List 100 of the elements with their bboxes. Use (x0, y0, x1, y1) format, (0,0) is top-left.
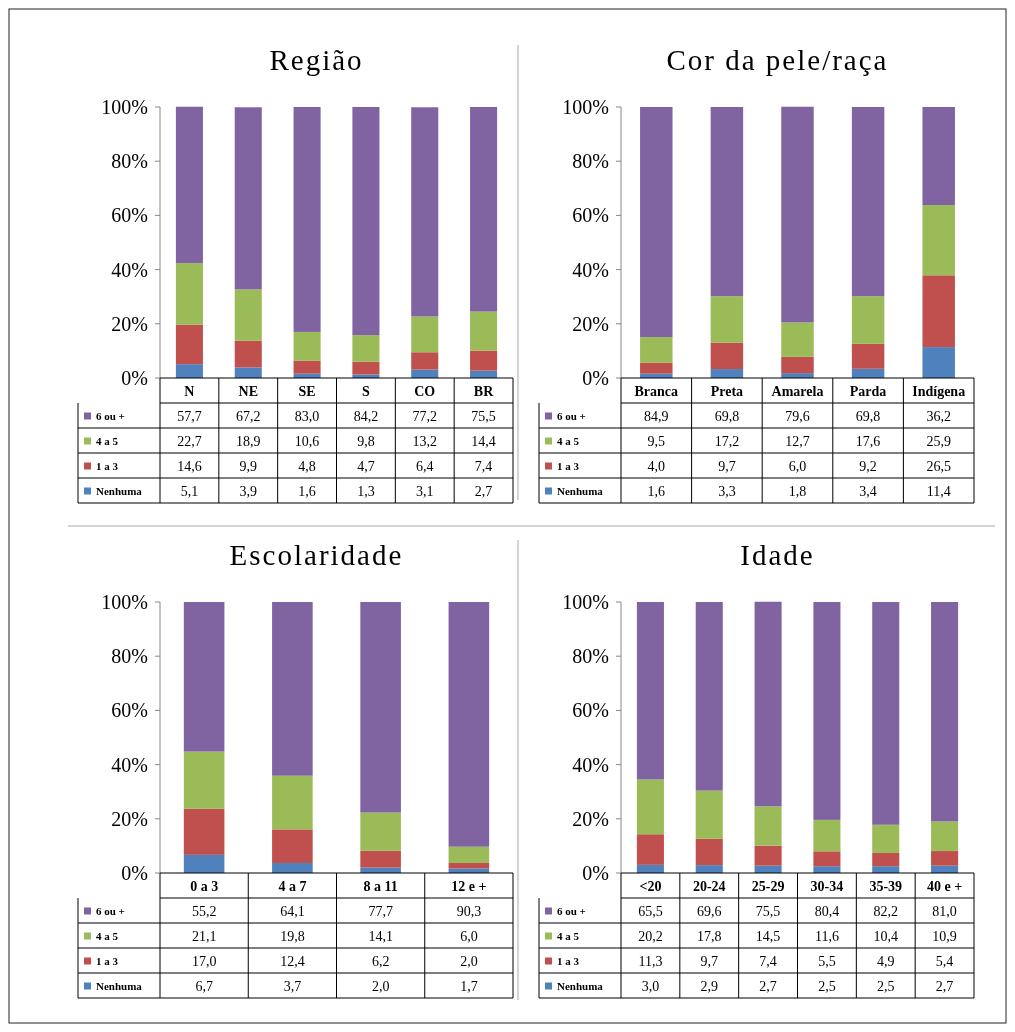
data-label: 14,6 (177, 458, 202, 474)
x-tick-label: 35-39 (869, 879, 903, 894)
data-label: 2,7 (935, 978, 954, 994)
y-tick-label: 80% (572, 150, 609, 173)
legend-label: 6 ou + (557, 904, 586, 917)
data-label: 7,4 (759, 953, 777, 969)
data-label: 14,5 (755, 928, 781, 944)
data-label: 11,6 (814, 928, 839, 944)
x-tick-label: 4 a 7 (278, 879, 307, 894)
bar (234, 367, 262, 378)
data-label: 81,0 (932, 903, 957, 919)
data-label: 17,2 (714, 433, 740, 449)
data-label: 55,2 (191, 903, 217, 919)
legend-label: 4 a 5 (96, 929, 119, 942)
data-label: 17,6 (855, 433, 881, 449)
x-tick-label: S (362, 384, 371, 399)
y-tick-label: 20% (111, 312, 148, 335)
data-label: 25,9 (926, 433, 951, 449)
x-tick-label: NE (238, 384, 258, 399)
bar (781, 106, 814, 323)
data-label: 2,0 (371, 978, 390, 994)
bar (470, 107, 498, 312)
legend-label: 1 a 3 (96, 459, 119, 472)
data-label: 67,2 (236, 408, 261, 424)
y-tick-label: 20% (572, 312, 609, 335)
y-tick-label: 60% (572, 699, 609, 722)
legend-label: 1 a 3 (557, 954, 580, 967)
data-label: 5,5 (818, 953, 836, 969)
chart-title: Região (269, 44, 364, 76)
bar (640, 362, 673, 374)
x-tick-label: Parda (849, 384, 887, 399)
data-label: 1,6 (298, 483, 316, 499)
data-label: 2,9 (700, 978, 718, 994)
data-label: 14,4 (471, 433, 496, 449)
data-label: 57,7 (177, 408, 202, 424)
bar (448, 602, 490, 847)
bar (695, 790, 723, 839)
data-label: 77,2 (412, 408, 437, 424)
data-label: 17,8 (697, 928, 722, 944)
data-label: 10,9 (932, 928, 957, 944)
data-label: 18,9 (236, 433, 261, 449)
legend-label: 4 a 5 (557, 929, 580, 942)
data-label: 2,5 (818, 978, 836, 994)
data-label: 84,9 (644, 408, 669, 424)
bar (781, 322, 814, 357)
bar (813, 819, 841, 852)
data-label: 82,2 (873, 903, 898, 919)
legend-label: 4 a 5 (96, 434, 119, 447)
y-tick-label: 80% (111, 150, 148, 173)
bar (411, 316, 439, 353)
data-label: 1,3 (357, 483, 375, 499)
x-tick-label: 30-34 (810, 879, 844, 894)
bar (931, 821, 959, 852)
data-label: 6,7 (195, 978, 213, 994)
bar (851, 107, 885, 297)
bar (175, 263, 203, 325)
data-label: 12,7 (785, 433, 810, 449)
bar (411, 107, 439, 317)
x-tick-label: 0 a 3 (190, 879, 219, 894)
data-label: 65,5 (638, 903, 663, 919)
y-tick-label: 80% (111, 645, 148, 668)
data-label: 13,2 (412, 433, 437, 449)
bar (636, 602, 664, 780)
y-tick-label: 80% (572, 645, 609, 668)
bar (352, 335, 380, 362)
bar (922, 107, 955, 206)
bar (175, 364, 203, 378)
bar (710, 342, 744, 370)
bar (234, 107, 262, 290)
data-label: 6,0 (788, 458, 807, 474)
x-tick-label: 40 e + (926, 879, 963, 894)
data-label: 69,8 (714, 408, 740, 424)
y-tick-label: 40% (111, 753, 148, 776)
bar (754, 601, 782, 807)
x-tick-label: 25-29 (751, 879, 785, 894)
bar (636, 834, 664, 865)
bar (183, 602, 225, 752)
data-label: 6,2 (371, 953, 390, 969)
data-label: 9,8 (357, 433, 375, 449)
data-label: 22,7 (177, 433, 202, 449)
data-label: 84,2 (353, 408, 379, 424)
y-tick-label: 20% (572, 807, 609, 830)
y-tick-label: 0% (121, 862, 148, 884)
bar (710, 107, 744, 297)
data-label: 21,1 (191, 928, 217, 944)
data-label: 75,5 (755, 903, 781, 919)
data-label: 1,6 (647, 483, 666, 499)
bar (754, 806, 782, 846)
x-tick-label: <20 (639, 879, 662, 894)
data-label: 2,7 (759, 978, 777, 994)
data-label: 6,0 (460, 928, 478, 944)
y-tick-label: 100% (562, 96, 609, 118)
bar (710, 296, 744, 343)
data-label: 64,1 (280, 903, 305, 919)
data-label: 3,0 (641, 978, 660, 994)
legend-label: 1 a 3 (557, 459, 580, 472)
data-label: 79,6 (785, 408, 810, 424)
data-label: 3,3 (718, 483, 736, 499)
legend-label: 4 a 5 (557, 434, 580, 447)
data-label: 2,5 (877, 978, 895, 994)
